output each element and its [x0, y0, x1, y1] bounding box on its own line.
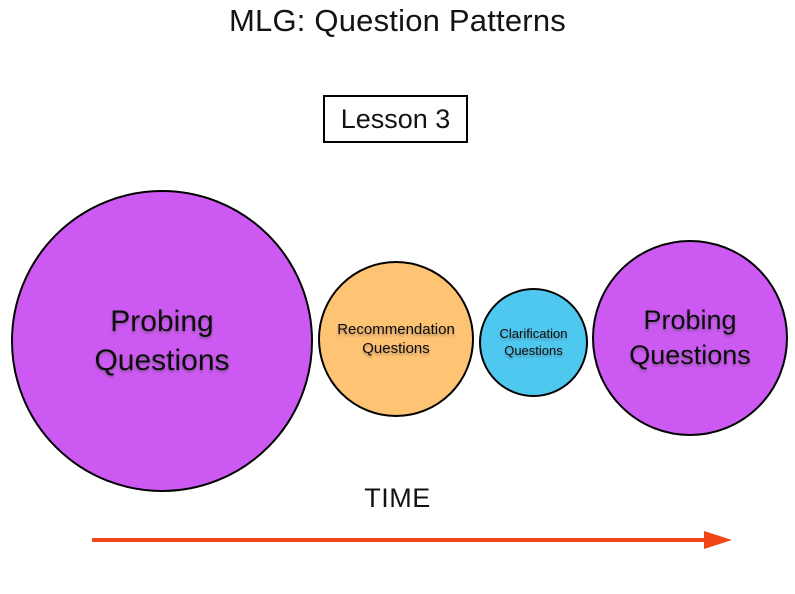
time-axis-arrow: [92, 531, 732, 549]
page-title: MLG: Question Patterns: [229, 3, 566, 38]
circle-label: Probing Questions: [94, 305, 230, 377]
lesson-badge: Lesson 3: [323, 95, 468, 143]
circle-label: Recommendation Questions: [337, 320, 455, 358]
circle-recommendation-questions: Recommendation Questions: [318, 261, 474, 417]
circle-probing-questions-late: Probing Questions: [592, 240, 788, 436]
circle-clarification-questions: Clarification Questions: [479, 288, 588, 397]
circle-label: Probing Questions: [629, 304, 751, 370]
circle-probing-questions-early: Probing Questions: [11, 190, 313, 492]
arrow-line: [92, 538, 706, 542]
lesson-badge-label: Lesson 3: [340, 103, 451, 134]
time-axis-label: TIME: [364, 483, 431, 513]
circle-label: Clarification Questions: [499, 325, 568, 358]
right-arrowhead-icon: [704, 531, 732, 549]
